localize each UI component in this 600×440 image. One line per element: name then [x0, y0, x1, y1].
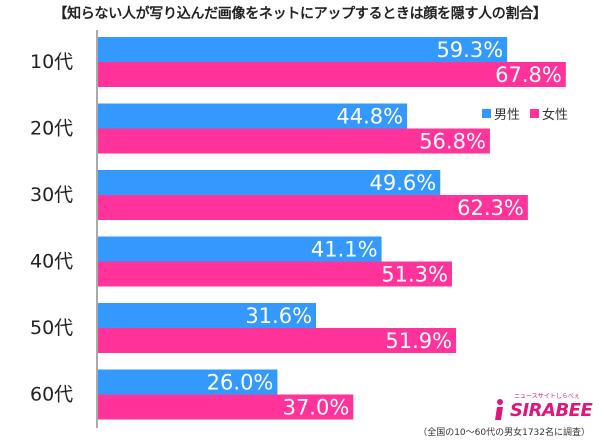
bar-value-label: 31.6%	[245, 304, 312, 328]
footnote: （全国の10～60代の男女1732名に調査）	[418, 428, 590, 438]
bar-value-label: 37.0%	[283, 396, 350, 420]
category-label: 60代	[30, 384, 73, 406]
legend-label: 男性	[494, 108, 520, 123]
bar-value-label: 51.3%	[381, 263, 448, 287]
category-label: 40代	[30, 251, 73, 273]
bar-value-label: 49.6%	[370, 171, 437, 195]
category-label: 50代	[30, 317, 73, 339]
bar-value-label: 44.8%	[336, 105, 403, 129]
bar-value-label: 62.3%	[457, 196, 524, 220]
bar-male	[98, 170, 441, 195]
sirabee-logo: ニュースサイトしらべぇ SIRABEE	[492, 393, 593, 422]
bar-value-label: 41.1%	[311, 238, 378, 262]
chart-title: 【知らない人が写り込んだ画像をネットにアップするときは顔を隠す人の割合】	[53, 6, 547, 22]
logo-mark-icon	[495, 399, 503, 420]
logo-subtext: ニュースサイトしらべぇ	[514, 393, 580, 400]
bar-female	[98, 195, 528, 220]
legend-box	[478, 103, 578, 125]
bar-value-label: 26.0%	[207, 371, 274, 395]
bars-group: 59.3%67.8% 44.8% 56.8% 49.6% 62.3% 41.1%51.3%…	[98, 37, 566, 420]
legend: 男性 女性	[478, 103, 578, 125]
bar-value-label: 51.9%	[385, 329, 452, 353]
bar-female	[98, 128, 490, 154]
bar-male	[98, 236, 382, 262]
legend-swatch	[530, 109, 539, 118]
bar-female	[98, 394, 354, 420]
bar-male	[98, 303, 317, 328]
legend-label: 女性	[542, 107, 568, 123]
category-labels: 10代 20代 30代 40代 50代 60代	[30, 51, 73, 406]
bar-male	[98, 369, 278, 395]
bar-male	[98, 103, 408, 129]
category-label: 20代	[30, 118, 73, 140]
logo-text: SIRABEE	[510, 400, 593, 421]
bar-female	[98, 62, 566, 87]
bar-male	[98, 37, 508, 62]
category-label: 10代	[30, 51, 73, 73]
bar-value-label: 56.8%	[419, 130, 486, 154]
legend-swatch	[482, 109, 491, 118]
bar-female	[98, 328, 457, 353]
bar-value-label: 67.8%	[495, 63, 562, 87]
category-label: 30代	[30, 184, 73, 206]
bar-female	[98, 261, 452, 287]
bar-value-label: 59.3%	[436, 38, 503, 62]
